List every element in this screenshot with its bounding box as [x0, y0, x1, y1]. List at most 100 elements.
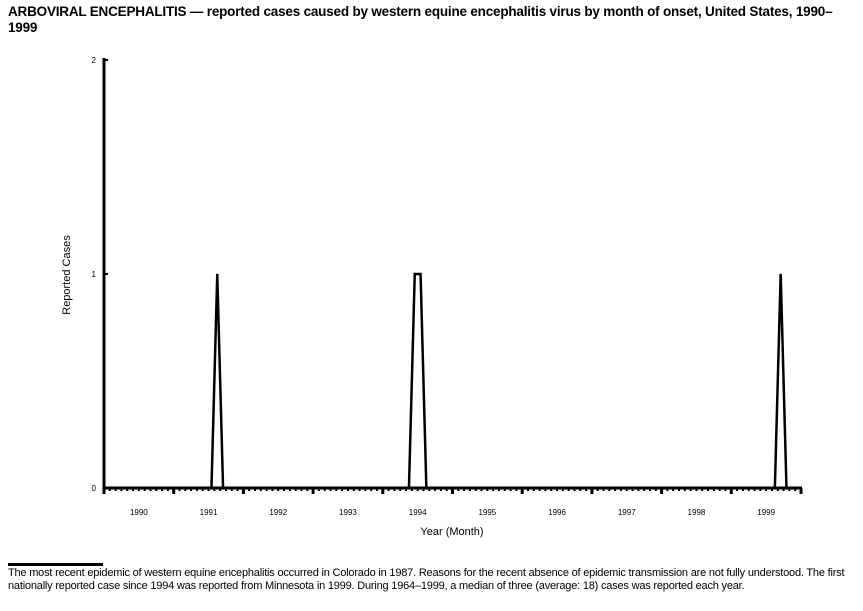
data-point: [257, 487, 259, 489]
data-point: [565, 487, 567, 489]
data-point: [588, 487, 590, 489]
data-point: [164, 487, 166, 489]
chart-title: ARBOVIRAL ENCEPHALITIS — reported cases …: [8, 4, 833, 35]
data-point: [785, 487, 787, 489]
data-point: [745, 487, 747, 489]
data-point: [675, 487, 677, 489]
data-point: [414, 273, 416, 275]
x-tick-label: 1992: [269, 508, 287, 517]
data-point: [443, 487, 445, 489]
data-point: [733, 487, 735, 489]
data-point: [559, 487, 561, 489]
data-point: [495, 487, 497, 489]
data-point: [600, 487, 602, 489]
x-tick-label: 1996: [548, 508, 566, 517]
data-point: [536, 487, 538, 489]
chart: 0 1 2 1990 1991 1992 1993 1994 1995 1996 1997 1998 1…: [61, 56, 803, 538]
data-point: [617, 487, 619, 489]
data-point: [298, 487, 300, 489]
data-point: [181, 487, 183, 489]
data-point: [716, 487, 718, 489]
data-point: [704, 487, 706, 489]
data-point: [611, 487, 613, 489]
data-point: [594, 487, 596, 489]
data-point: [408, 487, 410, 489]
data-point: [228, 487, 230, 489]
data-point: [286, 487, 288, 489]
data-point: [234, 487, 236, 489]
y-tick-label: 0: [92, 484, 97, 493]
data-point: [210, 487, 212, 489]
data-point: [309, 487, 311, 489]
data-point: [797, 487, 799, 489]
data-point: [756, 487, 758, 489]
data-point: [472, 487, 474, 489]
data-point: [460, 487, 462, 489]
x-tick-label: 1991: [200, 508, 218, 517]
data-point: [425, 487, 427, 489]
data-point: [315, 487, 317, 489]
data-point: [379, 487, 381, 489]
data-point: [437, 487, 439, 489]
data-point: [245, 487, 247, 489]
x-axis-label: Year (Month): [420, 526, 483, 538]
data-point: [193, 487, 195, 489]
data-point: [344, 487, 346, 489]
data-point: [762, 487, 764, 489]
x-tick-label: 1999: [757, 508, 775, 517]
data-point: [158, 487, 160, 489]
data-point: [489, 487, 491, 489]
data-point: [524, 487, 526, 489]
data-point: [176, 487, 178, 489]
data-point: [118, 487, 120, 489]
x-tick-label: 1998: [688, 508, 706, 517]
data-point: [274, 487, 276, 489]
x-tick-label: 1997: [618, 508, 636, 517]
data-point: [269, 487, 271, 489]
data-point: [280, 487, 282, 489]
data-point: [512, 487, 514, 489]
data-point: [669, 487, 671, 489]
data-point: [768, 487, 770, 489]
data-point: [722, 487, 724, 489]
data-point: [129, 487, 131, 489]
data-point: [681, 487, 683, 489]
data-point: [658, 487, 660, 489]
data-point: [634, 487, 636, 489]
data-point: [640, 487, 642, 489]
data-point: [396, 487, 398, 489]
data-point: [664, 487, 666, 489]
data-point: [361, 487, 363, 489]
data-point: [739, 487, 741, 489]
x-tick-label: 1993: [339, 508, 357, 517]
data-point: [605, 487, 607, 489]
data-point: [350, 487, 352, 489]
data-point: [483, 487, 485, 489]
data-point: [402, 487, 404, 489]
data-point: [420, 273, 422, 275]
data-point: [123, 487, 125, 489]
data-point: [751, 487, 753, 489]
x-tick-label: 1990: [130, 508, 148, 517]
data-point: [454, 487, 456, 489]
data-point: [431, 487, 433, 489]
data-point: [338, 487, 340, 489]
footnote-rule: [8, 563, 103, 566]
data-point: [629, 487, 631, 489]
data-point: [152, 487, 154, 489]
data-point: [687, 487, 689, 489]
data-point: [321, 487, 323, 489]
data-point: [693, 487, 695, 489]
data-point: [170, 487, 172, 489]
data-point: [774, 487, 776, 489]
data-point: [251, 487, 253, 489]
data-point: [576, 487, 578, 489]
data-point: [135, 487, 137, 489]
data-point: [147, 487, 149, 489]
data-point: [239, 487, 241, 489]
data-point: [373, 487, 375, 489]
data-point: [780, 273, 782, 275]
data-point: [466, 487, 468, 489]
data-point: [542, 487, 544, 489]
y-axis-label: Reported Cases: [61, 235, 73, 315]
